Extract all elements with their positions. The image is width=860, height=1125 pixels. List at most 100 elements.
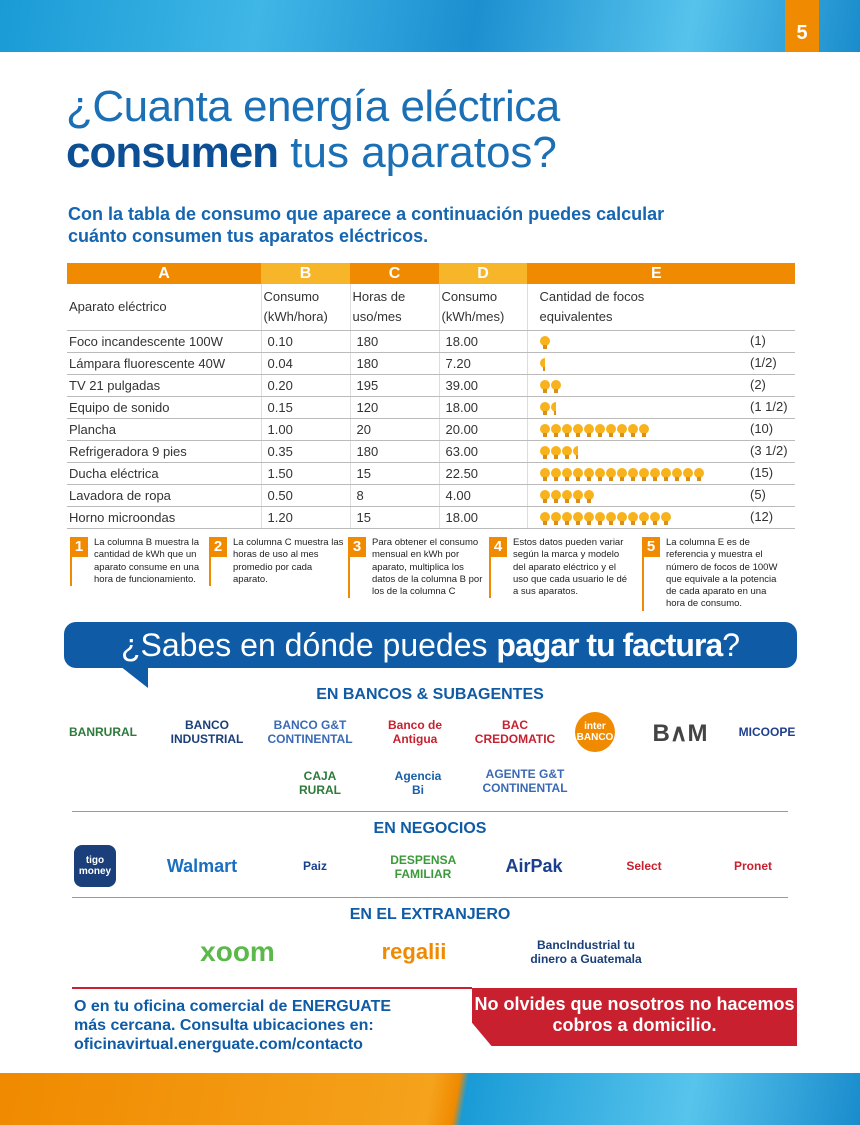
header-cell: Consumo (kWh/hora): [261, 284, 351, 331]
section-abroad-title: EN EL EXTRANJERO: [349, 906, 511, 923]
bulb-icon: [561, 467, 572, 481]
note-2: 2 La columna C muestra las horas de uso a…: [209, 537, 349, 587]
bulb-icon: [561, 489, 572, 503]
bulb-icon: [539, 445, 550, 459]
logo-pronet: Pronet: [733, 859, 772, 873]
cell-b: 0.35: [261, 440, 351, 463]
bulb-icon: [594, 511, 605, 525]
bulbs: [539, 401, 556, 415]
cell-device: Lavadora de ropa: [67, 484, 262, 507]
logo-walmart: Walmart: [166, 855, 238, 876]
note-5: 5 La columna E es de referencia y muestra…: [642, 537, 782, 611]
cell-d: 39.00: [439, 374, 528, 397]
bulb-count: (1 1/2): [750, 399, 788, 415]
table-row: Plancha 1.00 20 20.00 (10): [67, 418, 795, 441]
bulb-icon: [583, 511, 594, 525]
note-number: 4: [489, 537, 507, 557]
logo-banco-de-antigua: Banco de Antigua: [387, 718, 442, 746]
logo-bancindustrial-tu-dinero-a-guatemala: BancIndustrial tu dinero a Guatemala: [530, 938, 642, 966]
note-text: Para obtener el consumo mensual en kWh p…: [372, 537, 483, 598]
logo-regalii: regalii: [381, 939, 447, 964]
logo-inter-banco: inter BANCO: [575, 712, 615, 752]
logo-select: Select: [626, 859, 662, 873]
cell-c: 15: [350, 506, 440, 529]
bulbs: [539, 489, 594, 503]
cell-e: (1 1/2): [527, 396, 795, 419]
bulb-icon: [550, 489, 561, 503]
cell-c: 180: [350, 330, 440, 353]
col-letter: B: [261, 263, 350, 284]
table-row: Refrigeradora 9 pies 0.35 180 63.00 (3 1/2): [67, 440, 795, 463]
consumption-table: A B C D E Aparato eléctrico Consumo (kWh…: [67, 263, 795, 529]
bulb-icon: [550, 511, 561, 525]
cell-device: Horno microondas: [67, 506, 262, 529]
logo-banco-industrial: BANCO INDUSTRIAL: [170, 718, 244, 746]
table-row: Equipo de sonido 0.15 120 18.00 (1 1/2): [67, 396, 795, 419]
cell-c: 180: [350, 440, 440, 463]
logo-tigo-money: tigo money: [74, 845, 116, 887]
cell-d: 22.50: [439, 462, 528, 485]
note-3: 3 Para obtener el consumo mensual en kWh …: [348, 537, 488, 599]
bulbs: [539, 357, 545, 371]
bulb-icon: [627, 423, 638, 437]
bulb-icon: [539, 467, 550, 481]
bulb-count: (1/2): [750, 355, 777, 371]
bulb-icon: [671, 467, 682, 481]
table-row: Horno microondas 1.20 15 18.00 (12): [67, 506, 795, 529]
banner-end: ?: [722, 627, 741, 663]
note-text: La columna C muestra las horas de uso al…: [233, 537, 344, 585]
cell-e: (1/2): [527, 352, 795, 375]
office-info: O en tu oficina comercial de ENERGUATE m…: [74, 997, 391, 1054]
page-title-line1: ¿Cuanta energía eléctrica: [66, 82, 560, 131]
col-letter: E: [527, 263, 795, 284]
header-cell: Consumo (kWh/mes): [439, 284, 528, 331]
cell-d: 18.00: [439, 506, 528, 529]
header-cell: Horas de uso/mes: [350, 284, 440, 331]
cell-d: 7.20: [439, 352, 528, 375]
col-letter: A: [67, 263, 261, 284]
table-row: TV 21 pulgadas 0.20 195 39.00 (2): [67, 374, 795, 397]
cell-e: (2): [527, 374, 795, 397]
cell-c: 120: [350, 396, 440, 419]
office-link[interactable]: oficinavirtual.energuate.com/contacto: [74, 1036, 363, 1053]
note-4: 4 Estos datos pueden variar según la marc…: [489, 537, 629, 599]
bulb-count: (15): [750, 465, 774, 481]
bulb-icon: [572, 489, 583, 503]
bulb-icon: [583, 423, 594, 437]
cell-b: 0.50: [261, 484, 351, 507]
cell-b: 1.20: [261, 506, 351, 529]
table-row: Lavadora de ropa 0.50 8 4.00 (5): [67, 484, 795, 507]
bulb-icon: [550, 379, 561, 393]
subtitle: Con la tabla de consumo que aparece a co…: [68, 204, 665, 246]
bulbs: [539, 335, 550, 349]
cell-c: 8: [350, 484, 440, 507]
cell-device: Lámpara fluorescente 40W: [67, 352, 262, 375]
bulb-icon: [572, 423, 583, 437]
logo-b-m: B∧M: [652, 719, 708, 747]
bulb-icon: [693, 467, 704, 481]
half-bulb-icon: [550, 401, 556, 415]
divider: [72, 811, 788, 812]
page-title-line2: consumen tus aparatos?: [66, 128, 557, 178]
bulb-icon: [572, 467, 583, 481]
bottom-band: [0, 1073, 860, 1125]
bulb-icon: [539, 401, 550, 415]
office-line2: más cercana. Consulta ubicaciones en:: [74, 1017, 374, 1034]
bulb-icon: [660, 511, 671, 525]
bulb-icon: [539, 423, 550, 437]
bulbs: [539, 467, 704, 481]
bulb-icon: [649, 511, 660, 525]
cell-c: 15: [350, 462, 440, 485]
bulb-icon: [550, 467, 561, 481]
section-banks-title: EN BANCOS & SUBAGENTES: [316, 686, 544, 703]
logo-despensa-familiar: DESPENSA FAMILIAR: [390, 853, 457, 881]
logo-agente-g-t-continental: AGENTE G&T CONTINENTAL: [482, 767, 568, 795]
table-row: Ducha eléctrica 1.50 15 22.50 (15): [67, 462, 795, 485]
bulbs: [539, 423, 649, 437]
table-row: Lámpara fluorescente 40W 0.04 180 7.20 (1/2): [67, 352, 795, 375]
cell-e: (3 1/2): [527, 440, 795, 463]
bulb-icon: [539, 335, 550, 349]
cell-b: 1.00: [261, 418, 351, 441]
page-number: 5: [785, 0, 819, 52]
bulb-count: (1): [750, 333, 766, 349]
